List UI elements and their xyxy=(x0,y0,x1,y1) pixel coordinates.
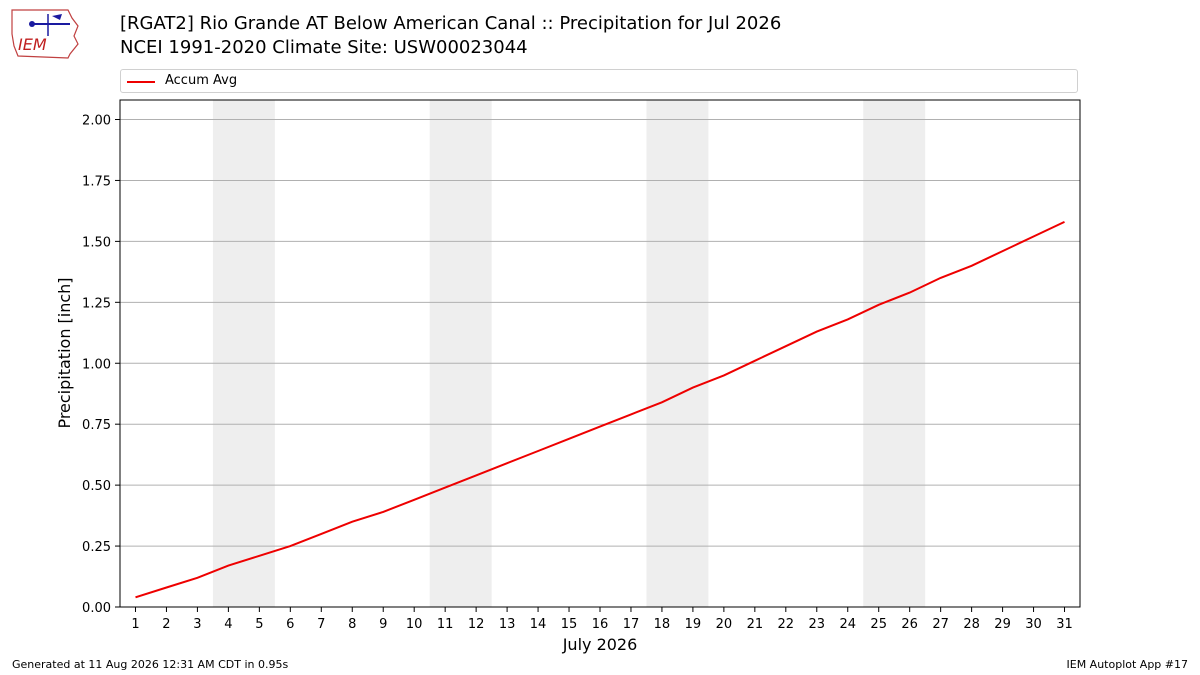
x-tick-label-16: 17 xyxy=(623,617,640,632)
weekend-shade-2 xyxy=(646,100,709,607)
x-tick-label-26: 27 xyxy=(932,617,949,632)
x-tick-label-18: 19 xyxy=(685,617,702,632)
x-tick-label-17: 18 xyxy=(654,617,671,632)
x-tick-label-3: 4 xyxy=(224,617,232,632)
y-tick-label-2: 0.50 xyxy=(82,479,111,494)
y-tick-label-0: 0.00 xyxy=(82,601,111,616)
iowa-map-outline-icon xyxy=(11,9,79,59)
weekend-shade-0 xyxy=(212,100,275,607)
x-tick-label-12: 13 xyxy=(499,617,516,632)
weekend-shading xyxy=(212,100,926,607)
y-axis-label: Precipitation [inch] xyxy=(55,277,74,428)
x-tick-label-24: 25 xyxy=(870,617,887,632)
x-tick-label-25: 26 xyxy=(901,617,918,632)
x-tick-label-8: 9 xyxy=(379,617,387,632)
y-axis-ticks: 0.00 0.25 0.50 0.75 1.00 1.25 1.50 1.75 2.00 xyxy=(82,114,120,616)
legend-swatch xyxy=(127,81,155,83)
chart-title: [RGAT2] Rio Grande AT Below American Can… xyxy=(120,12,781,60)
x-tick-label-2: 3 xyxy=(193,617,201,632)
x-tick-label-0: 1 xyxy=(131,617,139,632)
title-line-2: NCEI 1991-2020 Climate Site: USW00023044 xyxy=(120,37,528,58)
x-tick-label-14: 15 xyxy=(561,617,578,632)
generated-timestamp: Generated at 11 Aug 2026 12:31 AM CDT in… xyxy=(12,658,289,671)
x-tick-label-15: 16 xyxy=(592,617,609,632)
y-tick-label-7: 1.75 xyxy=(82,174,111,189)
series-line-accum-avg xyxy=(135,220,1065,599)
y-tick-label-6: 1.50 xyxy=(82,235,111,250)
x-tick-label-6: 7 xyxy=(317,617,325,632)
x-tick-label-28: 29 xyxy=(994,617,1011,632)
app-label: IEM Autoplot App #17 xyxy=(1066,658,1189,671)
x-tick-label-23: 24 xyxy=(839,617,856,632)
x-tick-label-1: 2 xyxy=(162,617,170,632)
x-tick-label-7: 8 xyxy=(348,617,356,632)
weekend-shade-3 xyxy=(863,100,926,607)
x-tick-label-5: 6 xyxy=(286,617,294,632)
y-tick-label-5: 1.25 xyxy=(82,296,111,311)
x-tick-label-21: 22 xyxy=(778,617,795,632)
legend-label: Accum Avg xyxy=(165,73,238,88)
x-tick-label-11: 12 xyxy=(468,617,485,632)
weekend-shade-1 xyxy=(429,100,492,607)
x-tick-label-4: 5 xyxy=(255,617,263,632)
title-line-1: [RGAT2] Rio Grande AT Below American Can… xyxy=(120,13,782,34)
x-axis-label: July 2026 xyxy=(562,635,638,654)
x-tick-label-20: 21 xyxy=(747,617,764,632)
y-tick-label-4: 1.00 xyxy=(82,357,111,372)
x-tick-label-29: 30 xyxy=(1025,617,1042,632)
x-tick-label-30: 31 xyxy=(1056,617,1073,632)
x-tick-label-27: 28 xyxy=(963,617,980,632)
x-tick-label-22: 23 xyxy=(809,617,826,632)
x-tick-label-9: 10 xyxy=(406,617,423,632)
iem-logo: IEM xyxy=(11,9,79,59)
gridlines xyxy=(120,119,1080,608)
x-tick-label-19: 20 xyxy=(716,617,733,632)
x-tick-label-10: 11 xyxy=(437,617,454,632)
y-tick-label-3: 0.75 xyxy=(82,418,111,433)
x-tick-label-13: 14 xyxy=(530,617,547,632)
iem-logo-text: IEM xyxy=(18,35,47,54)
y-tick-label-1: 0.25 xyxy=(82,540,111,555)
x-axis-ticks: 1 2 3 4 5 6 7 8 9 10 11 12 13 14 15 16 17 18 19 20 21 22 23 24 2… xyxy=(131,607,1073,632)
legend: Accum Avg xyxy=(120,69,1078,93)
y-tick-label-8: 2.00 xyxy=(82,114,111,129)
